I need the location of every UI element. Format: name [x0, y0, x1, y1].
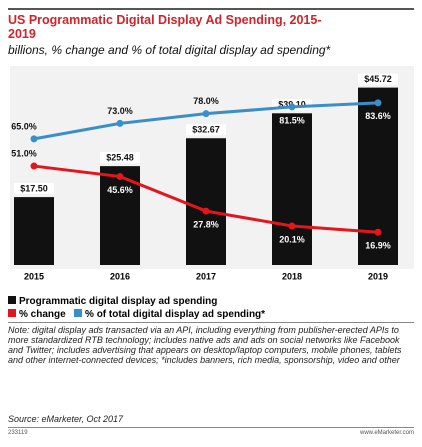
legend-label: % of total digital display ad spending* — [85, 309, 266, 320]
bar — [272, 113, 312, 266]
data-label: 83.6% — [365, 111, 391, 121]
legend-label: Programmatic digital display ad spending — [19, 296, 218, 307]
legend-swatch — [74, 309, 83, 317]
point — [374, 228, 382, 236]
x-tick-label: 2019 — [368, 271, 388, 281]
data-label: 20.1% — [279, 234, 305, 244]
x-tick-label: 2017 — [196, 271, 216, 281]
data-label: 65.0% — [11, 121, 37, 131]
legend-row: % change % of total digital display ad s… — [8, 308, 265, 321]
data-label: 81.5% — [279, 115, 305, 125]
data-label: 78.0% — [193, 96, 219, 106]
data-label: $17.50 — [20, 183, 48, 193]
x-tick-label: 2016 — [110, 271, 130, 281]
point — [116, 119, 124, 127]
footer-id: 233119 — [8, 430, 28, 436]
rule — [8, 427, 414, 428]
data-label: 27.8% — [193, 219, 219, 229]
data-label: $32.67 — [192, 125, 220, 135]
legend-label: % change — [19, 309, 66, 320]
legend-row: Programmatic digital display ad spending — [8, 295, 265, 308]
point — [30, 135, 38, 143]
bar — [186, 138, 226, 265]
point — [202, 110, 210, 118]
data-label-box — [14, 183, 54, 195]
bar — [14, 197, 54, 265]
point — [288, 222, 296, 230]
point — [288, 103, 296, 111]
note: Note: digital display ads transacted via… — [8, 325, 402, 365]
chart-subtitle: billions, % change and % of total digita… — [8, 43, 331, 57]
footer-site: www.eMarketer.com — [359, 430, 414, 436]
data-label: 73.0% — [107, 106, 133, 116]
point — [374, 99, 382, 107]
chart-title: US Programmatic Digital Display Ad Spend… — [8, 13, 322, 41]
rule — [8, 8, 414, 10]
x-tick-label: 2018 — [282, 271, 302, 281]
data-label: $25.48 — [106, 153, 134, 163]
data-label-box — [100, 152, 140, 164]
point — [202, 207, 210, 215]
point — [30, 162, 38, 170]
rule — [8, 322, 414, 323]
data-label-box — [186, 124, 226, 136]
source: Source: eMarketer, Oct 2017 — [8, 414, 124, 424]
legend: Programmatic digital display ad spending… — [8, 295, 265, 321]
point — [116, 173, 124, 181]
x-tick-label: 2015 — [24, 271, 44, 281]
data-label: 51.0% — [11, 148, 37, 158]
data-label: 16.9% — [365, 241, 391, 251]
data-label: 45.6% — [107, 185, 133, 195]
data-label-box — [358, 73, 398, 85]
data-label: $45.72 — [364, 74, 392, 84]
legend-swatch — [8, 296, 16, 304]
legend-swatch — [8, 309, 16, 317]
